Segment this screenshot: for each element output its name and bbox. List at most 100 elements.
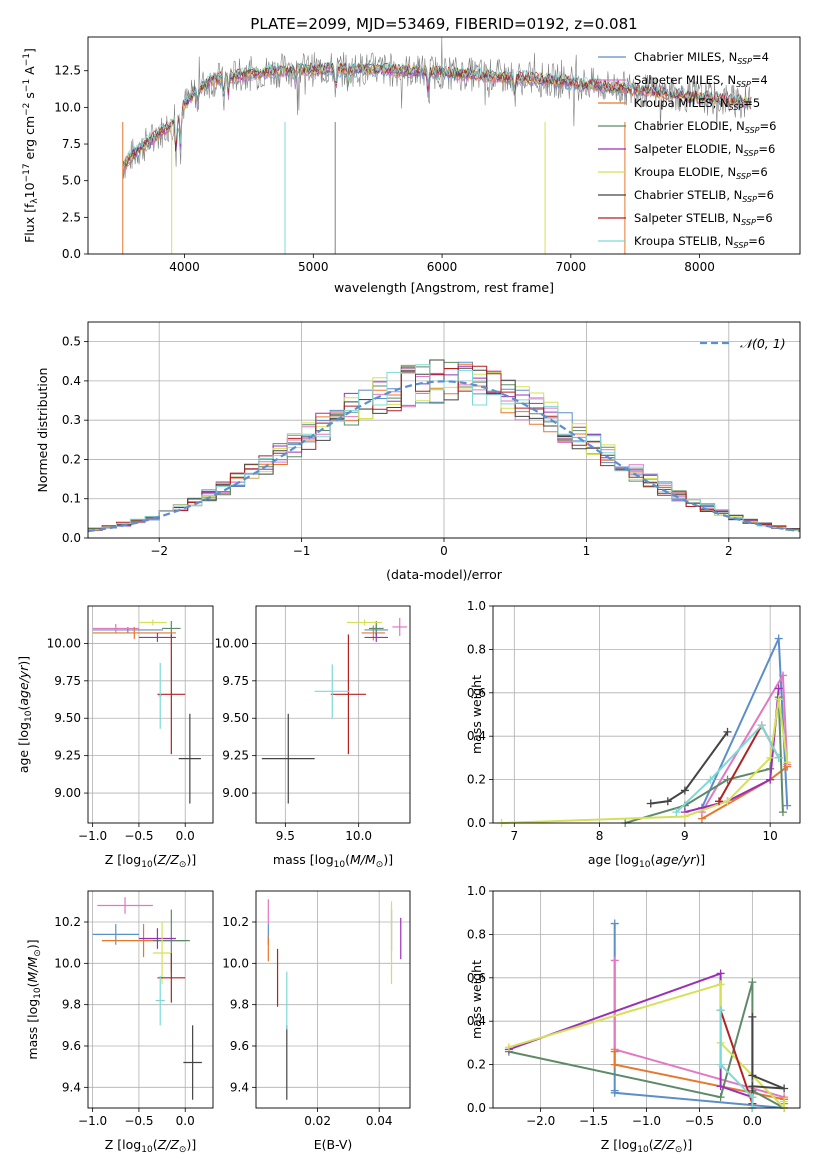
y-tick-label: 10.0 [54, 100, 81, 114]
y-tick-label: 10.00 [215, 636, 249, 650]
weight-marker [610, 1047, 619, 1056]
y-tick-label: 10.2 [54, 915, 81, 929]
weight-marker [716, 1082, 725, 1091]
weight-marker [714, 797, 723, 806]
y-tick-label: 10.0 [222, 956, 249, 970]
y-tick-label: 1.0 [467, 884, 486, 898]
x-tick-label: −2.0 [526, 1114, 555, 1128]
x-tick-label: −1.5 [579, 1114, 608, 1128]
axis-label-part: Z/Z [653, 1137, 676, 1152]
legend-label-part: Salpeter ELODIE, N [634, 142, 744, 156]
x-tick-label: −0.5 [124, 829, 153, 843]
y-tick-label: 9.75 [222, 674, 249, 688]
axis-label: Z [log10(Z/Z⊙)] [105, 852, 196, 870]
weight-marker [716, 1093, 725, 1102]
axis-label-part: ( [25, 982, 40, 987]
y-axis-label: Normed distribution [35, 368, 50, 493]
x-tick-label: 7 [510, 829, 518, 843]
weight-marker [610, 1060, 619, 1069]
axis-label: age [log10(age/yr)] [16, 656, 34, 773]
panel-weight_vs_Z: −2.0 −1.5 −1.0 −0.5 0.0 0.0 0.2 0.4 0.6 0.8 1.0 Z [… [467, 884, 801, 1155]
axis-label-part: )] [25, 939, 40, 949]
x-tick-label: −1.0 [78, 829, 107, 843]
y-tick-label: 0.8 [467, 642, 486, 656]
y-tick-label: 9.75 [54, 674, 81, 688]
weight-marker [610, 956, 619, 965]
axes-frame [255, 605, 411, 824]
x-axis-label: wavelength [Angstrom, rest frame] [334, 280, 554, 295]
weight-series-line [650, 731, 729, 805]
weight-marker [672, 808, 681, 817]
y-tick-label: 0.0 [467, 1101, 486, 1115]
y-tick-label: 0.2 [467, 773, 486, 787]
legend-label-part: Kroupa ELODIE, N [634, 165, 736, 179]
axis-label-part: ⊙ [179, 1145, 187, 1155]
axis-label: age [log10(age/yr)] [588, 852, 705, 870]
y-tick-label: 0.6 [467, 971, 486, 985]
legend-label-part: Kroupa STELIB, N [634, 234, 734, 248]
weight-marker [778, 671, 787, 680]
weight-marker [663, 797, 672, 806]
axes-frame [87, 605, 214, 824]
weight-marker [778, 808, 787, 817]
axis-label-part: )] [186, 852, 196, 867]
y-tick-label: 9.6 [62, 1039, 81, 1053]
axis-label-part: Flux [f [22, 203, 37, 243]
legend-label: Salpeter STELIB, NSSP=6 [634, 211, 773, 227]
weight-marker [716, 1060, 725, 1069]
axes-frame [492, 605, 801, 824]
axes-frame [255, 890, 411, 1109]
y-tick-label: 9.00 [54, 786, 81, 800]
x-axis-label: (data-model)/error [386, 567, 503, 582]
y-tick-label: 9.6 [230, 1039, 249, 1053]
axis-label-part: ⊙ [376, 860, 384, 870]
legend-label: Chabrier ELODIE, NSSP=6 [634, 119, 776, 135]
y-tick-label: 9.8 [230, 998, 249, 1012]
x-tick-label: 0.0 [176, 1114, 195, 1128]
y-tick-label: 0.6 [467, 686, 486, 700]
panel-residuals: −2 −1 0 1 2 0.0 0.1 0.2 0.3 0.4 0.5 (data-model)/er… [35, 321, 801, 582]
axis-label-part: Z [log [105, 852, 141, 867]
weight-series-line [719, 1010, 754, 1105]
y-tick-label: 2.5 [62, 210, 81, 224]
axis-label-part: −2 [22, 103, 32, 116]
axis-label-part: −1 [22, 79, 32, 92]
y-tick-label: 9.25 [222, 749, 249, 763]
axis-label: Z [log10(Z/Z⊙)] [105, 1137, 196, 1155]
legend-label-part: =6 [758, 142, 775, 156]
weight-marker [748, 1082, 757, 1091]
weight-marker [766, 753, 775, 762]
x-tick-label: 0 [440, 544, 448, 558]
y-tick-label: 0.4 [467, 1014, 486, 1028]
weight-marker [766, 775, 775, 784]
y-tick-label: 10.2 [222, 915, 249, 929]
x-tick-label: 7000 [556, 260, 587, 274]
x-tick-label: −0.5 [685, 1114, 714, 1128]
legend-label-part: =6 [757, 188, 774, 202]
x-tick-label: −0.5 [124, 1114, 153, 1128]
weight-marker [748, 1093, 757, 1102]
axis-label-part: mass [log [273, 852, 334, 867]
axis-label-part: age/yr [16, 665, 31, 706]
axes-frame [492, 890, 801, 1109]
x-tick-label: 4000 [169, 260, 200, 274]
legend-label-part: SSP [736, 172, 751, 181]
weight-series-line [501, 699, 789, 824]
y-tick-label: 0.4 [467, 729, 486, 743]
axis-label: mass [log10(M/M⊙)] [273, 852, 393, 870]
axis-label-part: 10 [141, 860, 153, 870]
x-tick-label: 0.0 [176, 829, 195, 843]
legend-label: Kroupa MILES, NSSP=5 [634, 96, 760, 112]
axis-label-part: −1 [22, 53, 32, 66]
x-tick-label: 5000 [298, 260, 329, 274]
legend-label-part: =6 [748, 234, 765, 248]
legend-label-part: SSP [734, 241, 749, 250]
panel-spectrum: 4000 5000 6000 7000 8000 0.0 2.5 5.0 7.5 10.0 12.5… [22, 36, 801, 295]
weight-marker [780, 1097, 789, 1106]
x-tick-label: −2 [150, 544, 168, 558]
weight-marker [723, 797, 732, 806]
y-tick-label: 9.00 [222, 786, 249, 800]
x-tick-label: 0.04 [366, 1114, 393, 1128]
y-tick-label: 9.8 [62, 998, 81, 1012]
